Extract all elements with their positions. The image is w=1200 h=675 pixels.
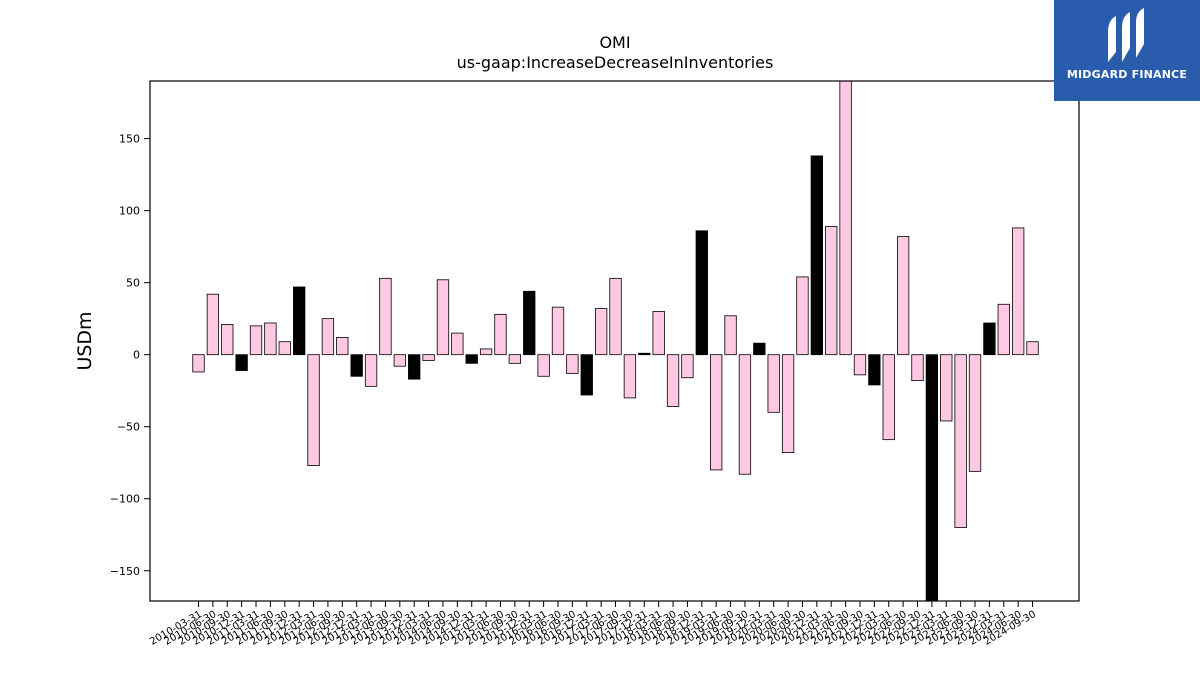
brand-logo-text: MIDGARD FINANCE: [1066, 68, 1188, 81]
bar-2024-09-30: [1026, 341, 1039, 356]
bar-2023-09-30: [968, 354, 982, 472]
bar-2021-12-31: [868, 354, 881, 386]
bar-2018-06-30: [666, 354, 680, 407]
bar-2013-12-31: [408, 354, 421, 380]
bar-2018-09-30: [681, 354, 694, 379]
bar-2013-06-30: [379, 277, 392, 356]
bar-2015-09-30: [508, 354, 522, 364]
bar-2024-03-31: [997, 303, 1010, 356]
y-tick-label: 0: [133, 349, 140, 362]
bar-2022-09-30: [911, 354, 924, 382]
y-tick-label: −100: [110, 493, 140, 506]
bar-2019-12-31: [753, 342, 766, 356]
chart-title: OMI: [599, 33, 630, 52]
y-tick-label: −50: [117, 421, 140, 434]
bar-2014-03-31: [422, 354, 435, 361]
bar-2014-12-31: [465, 354, 478, 364]
bar-2010-06-30: [206, 293, 220, 356]
bar-2011-09-30: [278, 341, 291, 356]
bar-2023-06-30: [954, 354, 967, 528]
bar-2021-06-30: [839, 80, 852, 356]
bar-2020-12-31: [810, 155, 823, 356]
bar-2010-09-30: [221, 324, 234, 356]
bar-2018-03-31: [652, 311, 665, 356]
bar-2017-09-30: [623, 354, 637, 399]
bar-2011-06-30: [264, 322, 277, 356]
midgard-logo-icon: [1108, 8, 1144, 62]
bar-2019-09-30: [738, 354, 752, 475]
bar-2016-06-30: [551, 306, 565, 356]
bar-2020-09-30: [796, 276, 809, 356]
bar-2015-06-30: [494, 313, 507, 356]
bar-2016-12-31: [580, 354, 593, 396]
bar-2016-09-30: [566, 354, 579, 374]
bar-2023-12-31: [983, 322, 996, 356]
bar-2020-03-31: [767, 354, 780, 413]
chart-subtitle: us-gaap:IncreaseDecreaseInInventories: [457, 53, 774, 72]
bar-2012-12-31: [350, 354, 363, 377]
bar-2013-09-30: [393, 354, 406, 367]
y-tick-label: 150: [119, 133, 140, 146]
bar-2014-09-30: [451, 332, 464, 356]
bar-2015-12-31: [523, 290, 536, 356]
bar-2024-06-30: [1012, 227, 1025, 356]
y-axis-label: USDm: [74, 311, 96, 370]
bar-2019-03-31: [710, 354, 723, 471]
bar-2010-03-31: [192, 354, 205, 373]
bar-2020-06-30: [781, 354, 795, 454]
bar-2012-03-31: [307, 354, 320, 466]
bar-2017-03-31: [594, 308, 608, 356]
bar-2021-03-31: [825, 226, 838, 356]
bar-2012-09-30: [336, 336, 349, 356]
bar-2017-12-31: [638, 352, 651, 356]
plot-frame: [149, 80, 1080, 602]
bar-2013-03-31: [364, 354, 378, 387]
bar-2021-09-30: [853, 354, 867, 376]
x-axis: 2010-03-312010-06-302010-09-302010-12-31…: [148, 601, 1038, 648]
bar-2019-06-30: [724, 315, 737, 356]
y-tick-label: −150: [110, 565, 140, 578]
bar-2016-03-31: [537, 354, 550, 377]
y-tick-label: 50: [126, 277, 140, 290]
y-tick-label: 100: [119, 205, 140, 218]
bar-2022-12-31: [925, 354, 939, 602]
bar-2023-03-31: [940, 354, 953, 422]
y-axis: −150 −100 −50 0 50 100 150: [110, 133, 150, 578]
bar-2022-03-31: [882, 354, 895, 441]
bar-2014-06-30: [436, 279, 450, 356]
bar-2015-03-31: [479, 348, 493, 356]
bar-2012-06-30: [321, 318, 335, 356]
brand-logo: MIDGARD FINANCE: [1054, 0, 1200, 101]
bar-2010-12-31: [235, 354, 248, 371]
bar-2011-12-31: [293, 286, 306, 356]
bar-2017-06-30: [609, 277, 622, 356]
bar-2022-06-30: [896, 236, 910, 356]
bar-2011-03-31: [249, 325, 263, 356]
bars-group: [192, 80, 1039, 602]
bar-2018-12-31: [695, 230, 708, 356]
